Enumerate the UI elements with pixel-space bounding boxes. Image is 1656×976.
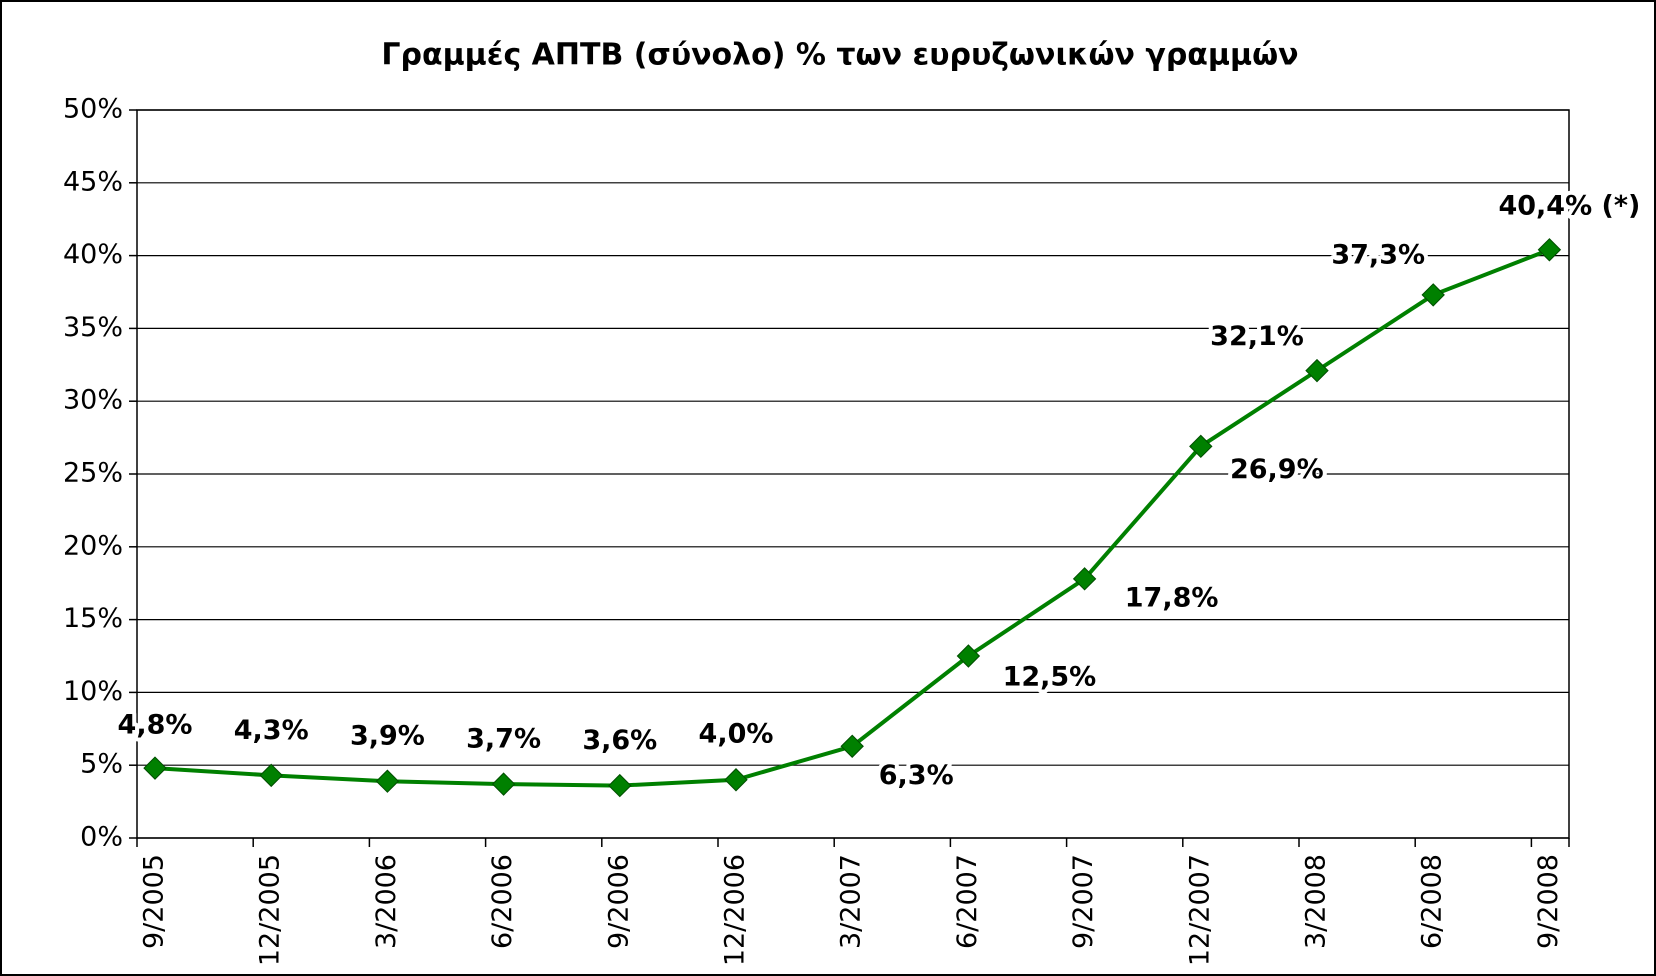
x-tick-label: 6/2006	[487, 854, 518, 949]
y-tick-label: 10%	[63, 676, 123, 707]
x-tick-label: 9/2008	[1533, 854, 1564, 949]
y-tick-label: 25%	[63, 458, 123, 489]
data-label: 3,6%	[582, 725, 657, 756]
x-tick-label: 9/2005	[139, 854, 170, 949]
x-tick-label: 9/2007	[1068, 854, 1099, 949]
marker	[724, 768, 748, 792]
marker	[375, 769, 400, 793]
y-tick-label: 5%	[80, 749, 123, 780]
marker	[143, 756, 167, 780]
data-label: 12,5%	[1003, 662, 1097, 693]
marker	[956, 644, 981, 668]
y-tick-label: 35%	[63, 312, 123, 343]
x-tick-label: 12/2007	[1184, 854, 1215, 966]
data-label: 4,3%	[234, 715, 309, 746]
y-tick-label: 50%	[63, 94, 123, 125]
chart-title: Γραμμές ΑΠΤΒ (σύνολο) % των ευρυζωνικών …	[381, 38, 1298, 73]
y-tick-label: 20%	[63, 530, 123, 561]
y-tick-label: 45%	[63, 166, 123, 197]
x-tick-label: 6/2007	[952, 854, 983, 949]
x-tick-label: 6/2008	[1417, 854, 1448, 949]
data-label: 4,8%	[118, 710, 193, 741]
data-label: 26,9%	[1230, 454, 1324, 485]
marker	[1305, 358, 1329, 383]
data-label: 32,1%	[1210, 321, 1304, 352]
y-tick-label: 30%	[63, 385, 123, 416]
marker	[259, 763, 283, 788]
data-label: 3,7%	[466, 724, 541, 755]
marker	[608, 773, 632, 798]
marker	[840, 734, 864, 758]
x-tick-label: 12/2006	[720, 854, 751, 966]
x-tick-label: 9/2006	[603, 854, 634, 949]
marker	[1189, 434, 1213, 459]
data-label: 40,4% (*)	[1498, 190, 1640, 221]
data-label: 17,8%	[1125, 582, 1219, 613]
marker	[1537, 238, 1562, 262]
y-tick-label: 0%	[80, 822, 123, 853]
data-label: 37,3%	[1331, 239, 1425, 270]
marker	[1072, 567, 1097, 591]
marker	[1421, 283, 1445, 307]
x-tick-label: 12/2005	[255, 854, 286, 966]
y-tick-label: 40%	[63, 239, 123, 270]
data-label: 6,3%	[879, 760, 954, 791]
data-label: 3,9%	[350, 721, 425, 752]
data-label: 4,0%	[699, 718, 774, 749]
y-tick-label: 15%	[63, 603, 123, 634]
plot-border	[136, 109, 1570, 839]
marker	[491, 772, 516, 796]
x-tick-label: 3/2008	[1301, 854, 1332, 949]
x-tick-label: 3/2007	[836, 854, 867, 949]
x-tick-label: 3/2006	[371, 854, 402, 949]
